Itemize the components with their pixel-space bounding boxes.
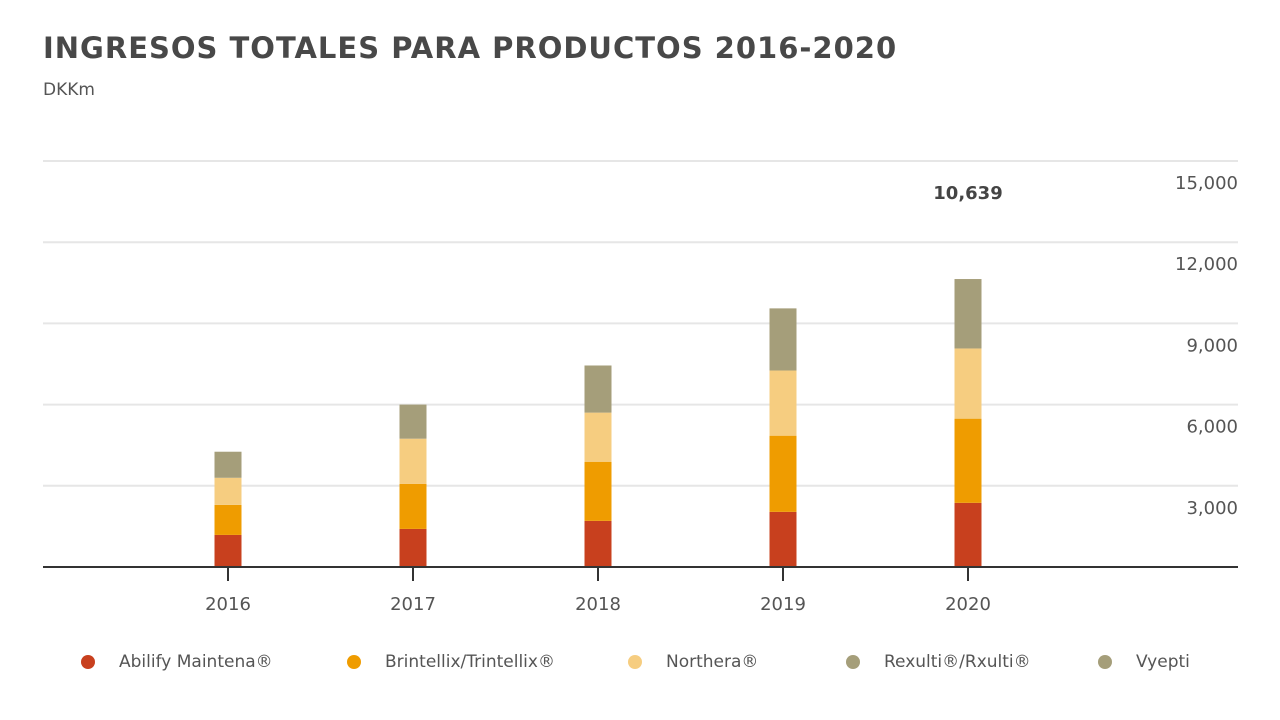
legend-item: Abilify Maintena® <box>81 652 273 672</box>
legend-label: Abilify Maintena® <box>119 652 273 672</box>
legend-marker-icon <box>846 655 860 669</box>
x-tick-label: 2016 <box>205 594 251 615</box>
bar-segment-2016-3 <box>214 451 242 478</box>
bar-segment-2016-0 <box>214 534 242 567</box>
legend-item: Northera® <box>628 652 758 672</box>
legend: Abilify Maintena® Brintellix/Trintellix® N… <box>0 652 1280 682</box>
bar-segment-2018-0 <box>584 520 612 567</box>
x-tick-label: 2019 <box>760 594 806 615</box>
legend-item: Vyepti <box>1098 652 1190 672</box>
y-tick-label: 15,000 <box>1175 173 1238 194</box>
legend-marker-icon <box>81 655 95 669</box>
legend-item: Rexulti®/Rxulti® <box>846 652 1031 672</box>
bar-segment-2017-3 <box>399 404 427 439</box>
x-tick-label: 2018 <box>575 594 621 615</box>
bar-segment-2017-0 <box>399 528 427 567</box>
bars <box>214 279 982 567</box>
bar-segment-2018-3 <box>584 365 612 413</box>
legend-label: Rexulti®/Rxulti® <box>884 652 1031 672</box>
y-tick-label: 9,000 <box>1186 335 1238 356</box>
legend-label: Brintellix/Trintellix® <box>385 652 555 672</box>
bar-segment-2016-2 <box>214 477 242 505</box>
y-axis-labels: 3,000 6,000 9,000 12,000 15,000 <box>1175 173 1238 519</box>
legend-marker-icon <box>628 655 642 669</box>
bar-segment-2017-1 <box>399 483 427 529</box>
bar-segment-2019-1 <box>769 435 797 512</box>
bar-segment-2020-3 <box>954 279 982 349</box>
bar-segment-2019-0 <box>769 511 797 567</box>
legend-label: Northera® <box>666 652 759 672</box>
bar-segment-2018-2 <box>584 412 612 462</box>
bar-segment-2020-1 <box>954 418 982 503</box>
x-tick-label: 2017 <box>390 594 436 615</box>
stacked-bar-chart: 3,000 6,000 9,000 12,000 15,000 2016 2017 2018… <box>43 160 1238 615</box>
y-tick-label: 6,000 <box>1186 417 1238 438</box>
bar-segment-2020-0 <box>954 502 982 567</box>
legend-label: Vyepti <box>1136 652 1190 672</box>
bar-segment-2016-1 <box>214 504 242 535</box>
y-tick-label: 3,000 <box>1186 498 1238 519</box>
total-value-label: 10,639 <box>933 183 1002 204</box>
bar-segment-2019-2 <box>769 370 797 436</box>
annotations: 10,639 <box>933 183 1002 204</box>
y-tick-label: 12,000 <box>1175 254 1238 275</box>
legend-marker-icon <box>1098 655 1112 669</box>
legend-item: Brintellix/Trintellix® <box>347 652 555 672</box>
gridlines <box>43 160 1238 487</box>
x-tick-label: 2020 <box>945 594 991 615</box>
bar-segment-2017-2 <box>399 438 427 484</box>
legend-marker-icon <box>347 655 361 669</box>
x-axis: 2016 2017 2018 2019 2020 <box>43 566 1238 615</box>
chart-title: INGRESOS TOTALES PARA PRODUCTOS 2016-202… <box>43 31 898 65</box>
bar-segment-2020-2 <box>954 348 982 419</box>
chart-subtitle-unit: DKKm <box>43 80 95 100</box>
bar-segment-2019-3 <box>769 308 797 371</box>
bar-segment-2018-1 <box>584 461 612 521</box>
